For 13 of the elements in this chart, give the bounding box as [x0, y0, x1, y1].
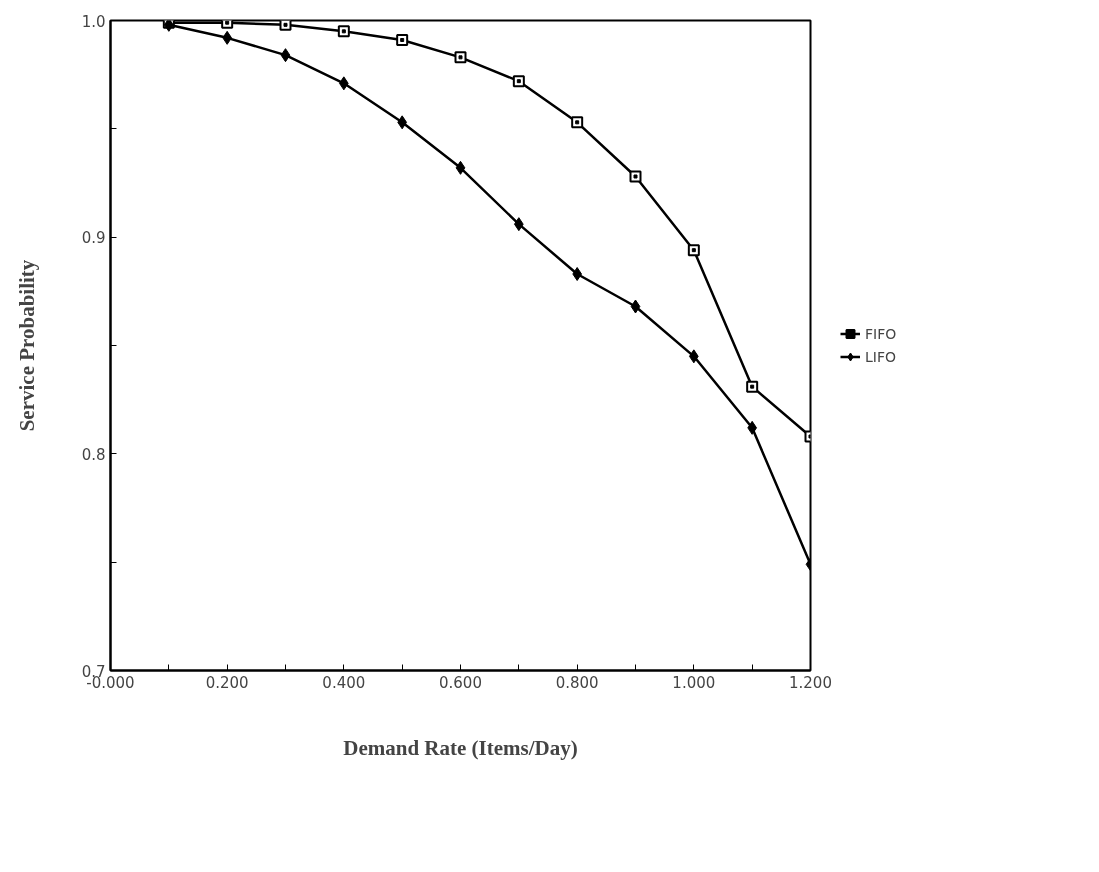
y-tick-label: 1.0: [81, 12, 106, 31]
y-axis-title: Service Probability: [14, 259, 39, 432]
legend-label: LIFO: [865, 348, 897, 365]
x-tick-label: 1.200: [789, 673, 832, 692]
legend-label: FIFO: [865, 325, 897, 342]
y-tick-label: 0.9: [81, 229, 106, 248]
x-axis-title: Demand Rate (Items/Day): [343, 735, 578, 760]
x-tick-label: 1.000: [672, 673, 716, 692]
x-tick-label: 0.600: [439, 673, 482, 692]
x-tick-label: 0.800: [555, 673, 599, 692]
y-tick-label: 0.8: [81, 445, 106, 464]
x-tick-label: 0.400: [322, 673, 366, 692]
x-tick-label: 0.200: [205, 673, 249, 692]
